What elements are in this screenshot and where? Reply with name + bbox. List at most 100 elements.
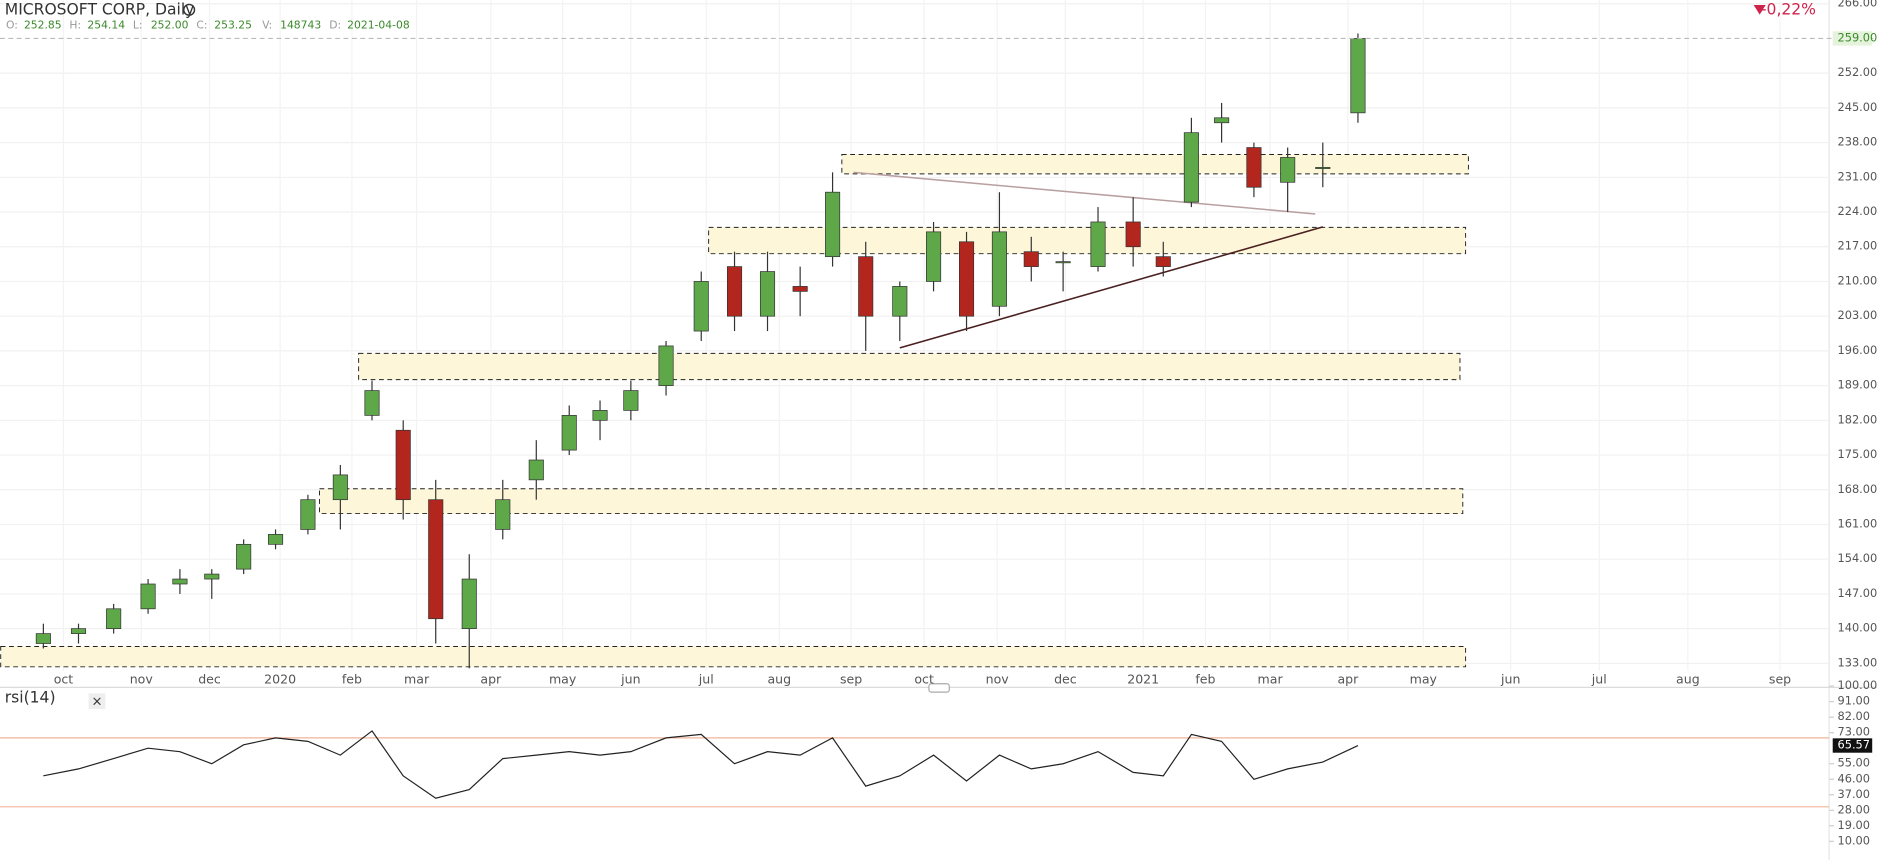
rsi-value-box (1832, 738, 1873, 753)
y-tick-label: 210.00 (1837, 273, 1877, 287)
candle-body (300, 499, 316, 530)
y-tick-label: 10.00 (1837, 833, 1870, 847)
y-tick-label: 224.00 (1837, 204, 1877, 218)
svg-text:×: × (91, 695, 102, 710)
x-tick-label: apr (1337, 672, 1359, 687)
y-tick-label: 91.00 (1837, 694, 1870, 708)
candle-body (825, 191, 841, 258)
candle-body (623, 390, 639, 411)
y-tick-label: 252.00 (1837, 65, 1877, 79)
candle-body (1090, 221, 1106, 267)
change-percent: -0,22% (1761, 0, 1816, 18)
candle-body (693, 281, 709, 332)
x-tick-label: dec (1054, 672, 1077, 687)
y-tick-label: 266.00 (1837, 0, 1877, 10)
plot-area (0, 0, 1877, 808)
zone (319, 488, 1464, 515)
field-key: O: (6, 18, 18, 31)
zone (708, 226, 1467, 255)
x-tick-label: nov (130, 672, 154, 687)
x-tick-label: oct (54, 672, 74, 687)
x-tick-label: mar (404, 672, 430, 687)
zone (0, 646, 1467, 668)
pane-handle[interactable] (928, 683, 950, 693)
x-tick-label: jun (620, 672, 640, 687)
candle-body (759, 271, 776, 317)
x-tick-label: jul (1591, 672, 1607, 687)
trend-line (899, 226, 1324, 349)
y-tick-label: 238.00 (1837, 135, 1877, 149)
rsi-title: rsi(14) (5, 689, 56, 707)
field-value: 253.25 (214, 18, 252, 31)
candle-body (561, 415, 577, 451)
candle-body (204, 573, 220, 580)
x-tick-label: apr (480, 672, 502, 687)
field-key: C: (196, 18, 207, 31)
last-price-label: 259.00 (1837, 30, 1877, 44)
x-tick-label: may (1410, 672, 1438, 687)
candle-body (364, 390, 380, 416)
candle-body (428, 499, 444, 620)
x-tick-label: oct (914, 672, 934, 687)
y-tick-label: 147.00 (1837, 586, 1877, 600)
y-tick-label: 175.00 (1837, 447, 1877, 461)
y-tick-label: 231.00 (1837, 169, 1877, 183)
trend-line (853, 171, 1316, 215)
candle-body (395, 429, 411, 501)
field-key: H: (69, 18, 81, 31)
y-tick-label: 19.00 (1837, 818, 1870, 832)
field-value: 252.85 (24, 18, 62, 31)
candle-body (1246, 147, 1262, 188)
y-tick-label: 100.00 (1837, 678, 1877, 692)
x-tick-label: nov (986, 672, 1010, 687)
candle-body (70, 628, 87, 634)
x-tick-label: feb (342, 672, 362, 687)
y-tick-label: 154.00 (1837, 551, 1877, 565)
y-tick-label: 203.00 (1837, 308, 1877, 322)
x-tick-label: jul (698, 672, 714, 687)
y-tick-label: 140.00 (1837, 621, 1877, 635)
candle-body (106, 608, 122, 629)
candle-body (1315, 167, 1331, 169)
candle-body (35, 633, 51, 644)
field-key: D: (329, 18, 341, 31)
close-rsi-button[interactable]: × (88, 693, 106, 710)
candle-body (140, 583, 156, 610)
field-value: 148743 (280, 18, 321, 31)
candle-body (926, 231, 942, 282)
candle-body (172, 578, 188, 585)
candle-body (1280, 157, 1296, 183)
chart-title: MICROSOFT CORP, Daily (5, 0, 195, 18)
candle-body (726, 266, 743, 317)
candle-body (858, 256, 874, 317)
candle-body (1214, 117, 1230, 124)
candle-body (236, 543, 252, 570)
candle-body (461, 578, 477, 629)
y-tick-label: 196.00 (1837, 343, 1877, 357)
y-tick-label: 245.00 (1837, 100, 1877, 114)
last-price-box (1832, 31, 1873, 46)
candle-body (958, 241, 975, 317)
x-tick-label: dec (198, 672, 221, 687)
y-tick-label: 161.00 (1837, 516, 1877, 530)
candle-body (332, 474, 348, 501)
zone (841, 154, 1469, 175)
x-tick-label: may (549, 672, 577, 687)
y-tick-label: 217.00 (1837, 239, 1877, 253)
x-tick-label: sep (840, 672, 862, 687)
field-value: 2021-04-08 (347, 18, 410, 31)
candle-body (1023, 251, 1039, 267)
x-tick-label: 2020 (264, 672, 296, 687)
zone (358, 352, 1461, 381)
x-tick-label: sep (1769, 672, 1791, 687)
candle-body (658, 345, 674, 386)
y-tick-label: 82.00 (1837, 709, 1870, 723)
field-key: V: (262, 18, 272, 31)
candle-body (991, 231, 1007, 307)
x-tick-label: feb (1195, 672, 1215, 687)
y-tick-label: 46.00 (1837, 771, 1870, 785)
candle-body (1155, 256, 1171, 267)
candle-body (528, 459, 544, 481)
